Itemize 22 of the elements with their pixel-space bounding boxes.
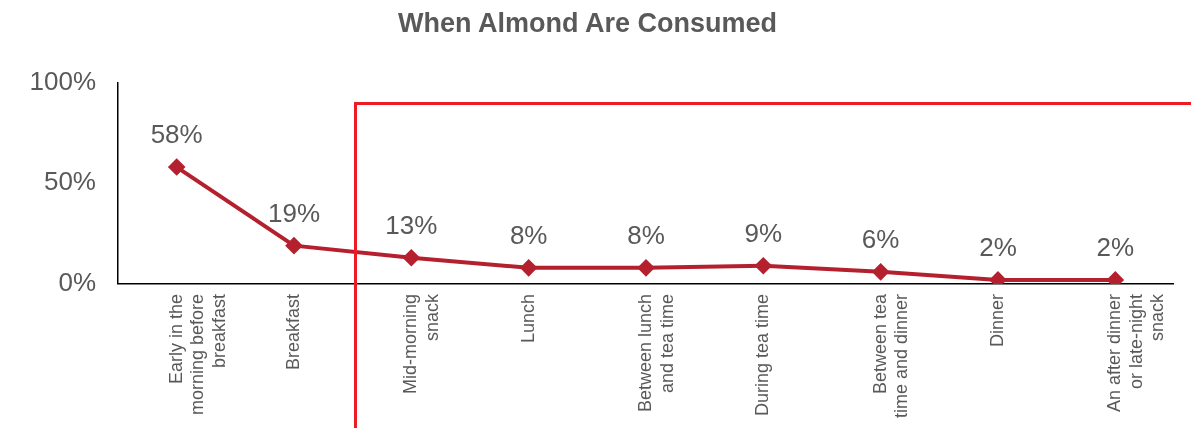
data-label: 58% [150,119,203,150]
data-label: 6% [861,224,900,255]
data-label: 2% [979,232,1017,263]
x-tick-label: Lunch [517,293,538,343]
data-label: 8% [509,219,548,250]
data-label: 2% [1096,232,1135,263]
x-tick-label: Breakfast [282,293,303,370]
x-tick-label: Between lunch and tea time [634,293,677,413]
y-tick-label: 50% [43,166,96,197]
x-tick-label: An after dinner or late-night snack [1104,292,1168,412]
data-label: 13% [385,209,438,240]
data-label: 19% [267,197,321,228]
y-tick-label: 0% [58,267,96,298]
y-tick-label: 100% [29,65,96,96]
x-tick-label: Mid-morning snack [400,292,442,394]
data-label: 8% [627,219,665,250]
data-label: 9% [744,217,783,248]
x-tick-label: Early in the morning before breakfast [165,293,229,415]
chart-title: When Almond Are Consumed [397,7,778,38]
x-tick-label: Dinner [986,293,1007,347]
x-tick-label: Between tea time and dinner [869,292,912,418]
x-tick-label: During tea time [752,293,773,416]
